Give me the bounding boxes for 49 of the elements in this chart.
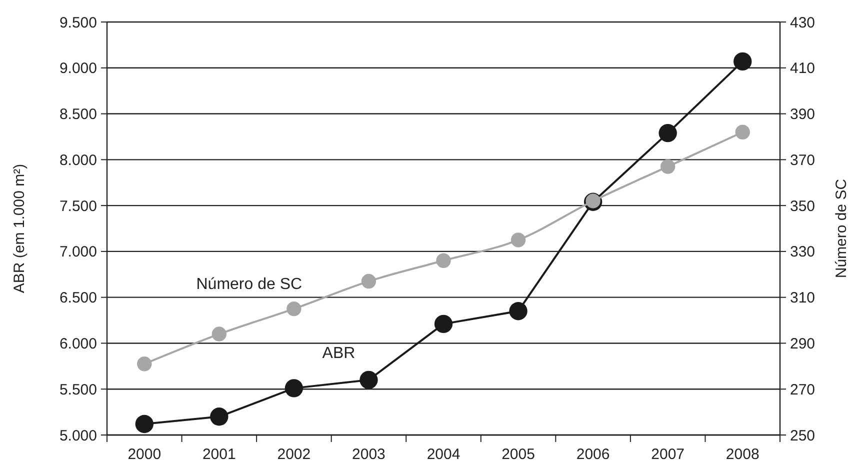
y2-tick-label: 370 <box>790 152 816 169</box>
y-tick-label: 6.500 <box>59 290 97 307</box>
point <box>658 124 677 142</box>
y2-tick-label: 310 <box>790 290 816 307</box>
point <box>734 52 752 71</box>
point <box>436 253 451 268</box>
y-tick-label: 5.000 <box>59 427 97 444</box>
y2-tick-label: 430 <box>790 14 816 32</box>
x-tick-label: 2008 <box>726 446 760 463</box>
y2-tick-label: 250 <box>790 427 816 444</box>
point <box>284 379 304 398</box>
point <box>434 314 453 334</box>
point <box>361 274 376 289</box>
y2-tick-label: 350 <box>790 198 816 215</box>
y-tick-label: 9.500 <box>59 14 97 32</box>
point <box>137 356 152 372</box>
y-tick-label: 7.000 <box>59 244 97 261</box>
y2-tick-label: 290 <box>790 335 816 352</box>
point <box>509 302 528 320</box>
y-tick-label: 8.000 <box>59 152 97 169</box>
point <box>735 124 750 140</box>
y2-tick-label: 270 <box>790 381 816 398</box>
x-tick-label: 2003 <box>352 446 386 463</box>
point <box>212 326 227 342</box>
x-tick-label: 2000 <box>128 446 162 463</box>
x-tick-label: 2004 <box>426 446 460 463</box>
x-tick-label: 2001 <box>202 446 236 463</box>
y-tick-label: 5.500 <box>59 381 97 398</box>
x-tick-label: 2002 <box>277 446 311 463</box>
y2-axis-title: Número de SC <box>833 178 850 278</box>
y-tick-label: 6.000 <box>59 335 97 352</box>
y2-tick-label: 390 <box>790 106 816 124</box>
point <box>286 301 302 316</box>
point <box>660 159 676 174</box>
y-tick-label: 7.500 <box>59 198 97 215</box>
point <box>210 408 228 426</box>
y2-tick-label: 410 <box>790 60 816 78</box>
point <box>360 370 378 390</box>
point <box>135 414 154 434</box>
series-label: ABR <box>322 344 356 362</box>
y-axis-title: ABR (em 1.000 m²) <box>11 164 28 294</box>
y-tick-label: 8.500 <box>59 106 97 124</box>
point <box>510 232 526 248</box>
y2-tick-label: 330 <box>790 244 816 261</box>
series-label: Número de SC <box>196 276 302 294</box>
x-tick-label: 2007 <box>651 446 685 463</box>
x-tick-label: 2006 <box>576 446 610 463</box>
x-tick-label: 2005 <box>502 446 535 463</box>
y-tick-label: 9.000 <box>59 60 97 78</box>
